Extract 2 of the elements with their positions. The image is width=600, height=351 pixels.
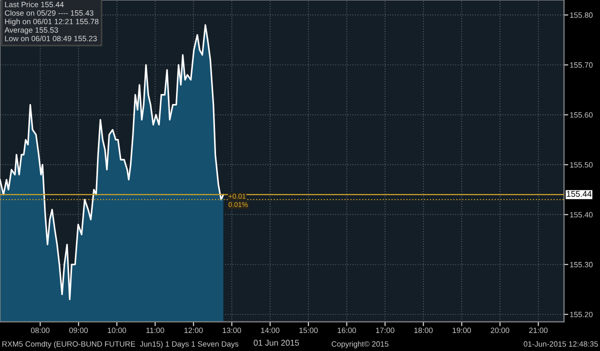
ref-line-label: 155.44 xyxy=(566,191,592,197)
x-axis-title: 01 Jun 2015 xyxy=(254,340,299,346)
